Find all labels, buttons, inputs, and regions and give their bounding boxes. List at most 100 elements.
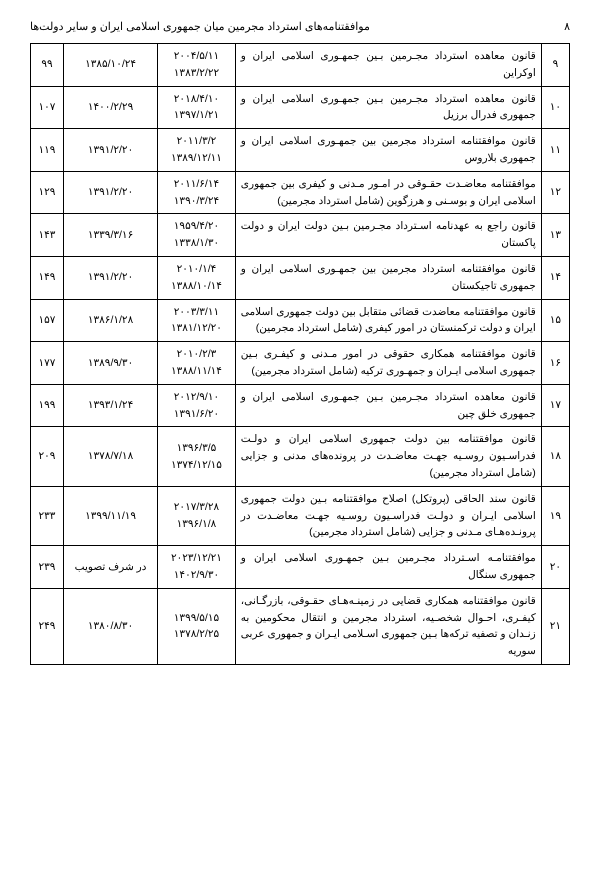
- table-row: ۲۰موافقتنامـه اسـترداد مجـرمین بـین جمهـ…: [31, 546, 570, 589]
- row-page: ۲۳۳: [31, 486, 64, 545]
- date-persian: ۱۳۹۶/۱/۸: [163, 516, 230, 533]
- row-page: ۱۹۹: [31, 384, 64, 427]
- row-date-2: ۱۳۸۶/۱/۲۸: [63, 299, 157, 342]
- row-description: قانون سند الحاقی (پروتکل) اصلاح موافقتنا…: [235, 486, 541, 545]
- row-date-2: ۱۳۹۱/۲/۲۰: [63, 171, 157, 214]
- row-index: ۲۰: [541, 546, 569, 589]
- date-persian: ۱۳۷۴/۱۲/۱۵: [163, 457, 230, 474]
- row-description: موافقتنامه معاضـدت حقـوقی در امـور مـدنی…: [235, 171, 541, 214]
- row-page: ۱۰۷: [31, 86, 64, 129]
- table-row: ۱۴قانون موافقتنامه استرداد مجرمین بین جم…: [31, 256, 570, 299]
- row-dates-1: ۲۰۰۳/۳/۱۱۱۳۸۱/۱۲/۲۰: [158, 299, 236, 342]
- row-index: ۱۸: [541, 427, 569, 486]
- row-index: ۱۳: [541, 214, 569, 257]
- row-description: قانون راجع به عهدنامه اسـترداد مجـرمین ب…: [235, 214, 541, 257]
- date-persian: ۱۳۸۹/۱۲/۱۱: [163, 150, 230, 167]
- table-row: ۱۵قانون موافقتنامه معاضدت قضائی متقابل ب…: [31, 299, 570, 342]
- table-row: ۱۹قانون سند الحاقی (پروتکل) اصلاح موافقت…: [31, 486, 570, 545]
- row-date-2: ۱۳۸۹/۹/۳۰: [63, 342, 157, 385]
- row-index: ۱۱: [541, 129, 569, 172]
- row-dates-1: ۲۰۱۱/۳/۲۱۳۸۹/۱۲/۱۱: [158, 129, 236, 172]
- row-index: ۱۵: [541, 299, 569, 342]
- row-date-2: ۱۳۷۸/۷/۱۸: [63, 427, 157, 486]
- row-description: قانون معاهده استرداد مجـرمین بـین جمهـور…: [235, 86, 541, 129]
- page-header: ۸ موافقتنامه‌های استرداد مجرمین میان جمه…: [30, 20, 570, 33]
- row-index: ۱۷: [541, 384, 569, 427]
- table-row: ۹قانون معاهده استرداد مجـرمین بـین جمهـو…: [31, 44, 570, 87]
- date-gregorian: ۲۰۱۲/۹/۱۰: [163, 389, 230, 406]
- row-date-2: ۱۳۸۵/۱۰/۲۴: [63, 44, 157, 87]
- date-persian: ۱۳۹۱/۶/۲۰: [163, 406, 230, 423]
- date-gregorian: ۲۰۱۰/۱/۴: [163, 261, 230, 278]
- row-dates-1: ۲۰۱۸/۴/۱۰۱۳۹۷/۱/۲۱: [158, 86, 236, 129]
- row-date-2: در شرف تصویب: [63, 546, 157, 589]
- date-gregorian: ۲۰۱۰/۲/۳: [163, 346, 230, 363]
- row-page: ۱۴۳: [31, 214, 64, 257]
- table-row: ۱۱قانون موافقتنامه استرداد مجرمین بین جم…: [31, 129, 570, 172]
- row-page: ۱۱۹: [31, 129, 64, 172]
- row-page: ۹۹: [31, 44, 64, 87]
- row-description: قانون معاهده استرداد مجـرمین بـین جمهـور…: [235, 44, 541, 87]
- row-date-2: ۱۳۸۰/۸/۳۰: [63, 588, 157, 664]
- row-dates-1: ۱۳۹۶/۳/۵۱۳۷۴/۱۲/۱۵: [158, 427, 236, 486]
- table-row: ۱۸قانون موافقتنامه بین دولت جمهوری اسلام…: [31, 427, 570, 486]
- row-dates-1: ۲۰۱۲/۹/۱۰۱۳۹۱/۶/۲۰: [158, 384, 236, 427]
- row-date-2: ۱۳۳۹/۳/۱۶: [63, 214, 157, 257]
- row-dates-1: ۱۳۹۹/۵/۱۵۱۳۷۸/۲/۲۵: [158, 588, 236, 664]
- row-dates-1: ۲۰۰۴/۵/۱۱۱۳۸۳/۲/۲۲: [158, 44, 236, 87]
- row-index: ۲۱: [541, 588, 569, 664]
- table-row: ۲۱قانون موافقتنامه همکاری قضایی در زمینـ…: [31, 588, 570, 664]
- date-gregorian: ۲۰۰۴/۵/۱۱: [163, 48, 230, 65]
- date-persian: ۱۳۹۷/۱/۲۱: [163, 107, 230, 124]
- row-index: ۹: [541, 44, 569, 87]
- row-page: ۲۴۹: [31, 588, 64, 664]
- table-row: ۱۷قانون معاهده استرداد مجـرمین بـین جمهـ…: [31, 384, 570, 427]
- row-description: قانون موافقتنامه بین دولت جمهوری اسلامی …: [235, 427, 541, 486]
- date-gregorian: ۲۰۲۳/۱۲/۲۱: [163, 550, 230, 567]
- date-persian: ۱۳۸۸/۱۱/۱۴: [163, 363, 230, 380]
- row-index: ۱۹: [541, 486, 569, 545]
- row-description: قانون موافقتنامه استرداد مجرمین بین جمهـ…: [235, 256, 541, 299]
- row-date-2: ۱۳۹۱/۲/۲۰: [63, 129, 157, 172]
- row-index: ۱۶: [541, 342, 569, 385]
- row-description: قانون موافقتنامه معاضدت قضائی متقابل بین…: [235, 299, 541, 342]
- date-gregorian: ۱۳۹۹/۵/۱۵: [163, 610, 230, 627]
- row-page: ۱۲۹: [31, 171, 64, 214]
- row-date-2: ۱۴۰۰/۲/۲۹: [63, 86, 157, 129]
- row-page: ۱۵۷: [31, 299, 64, 342]
- row-date-2: ۱۳۹۹/۱۱/۱۹: [63, 486, 157, 545]
- table-row: ۱۲موافقتنامه معاضـدت حقـوقی در امـور مـد…: [31, 171, 570, 214]
- agreements-table: ۹قانون معاهده استرداد مجـرمین بـین جمهـو…: [30, 43, 570, 665]
- date-persian: ۱۳۸۳/۲/۲۲: [163, 65, 230, 82]
- row-index: ۱۰: [541, 86, 569, 129]
- date-gregorian: ۱۳۹۶/۳/۵: [163, 440, 230, 457]
- table-row: ۱۶قانون موافقتنامه همکاری حقوقی در امور …: [31, 342, 570, 385]
- date-gregorian: ۲۰۱۱/۶/۱۴: [163, 176, 230, 193]
- row-description: قانون موافقتنامه استرداد مجرمین بین جمهـ…: [235, 129, 541, 172]
- row-index: ۱۴: [541, 256, 569, 299]
- row-page: ۱۷۷: [31, 342, 64, 385]
- date-persian: ۱۳۸۱/۱۲/۲۰: [163, 320, 230, 337]
- row-dates-1: ۲۰۱۷/۳/۲۸۱۳۹۶/۱/۸: [158, 486, 236, 545]
- page-title: موافقتنامه‌های استرداد مجرمین میان جمهور…: [30, 20, 370, 33]
- page-number: ۸: [564, 20, 570, 33]
- row-page: ۲۳۹: [31, 546, 64, 589]
- date-gregorian: ۲۰۱۸/۴/۱۰: [163, 91, 230, 108]
- date-persian: ۱۳۸۸/۱۰/۱۴: [163, 278, 230, 295]
- date-persian: ۱۳۹۰/۳/۲۴: [163, 193, 230, 210]
- row-description: موافقتنامـه اسـترداد مجـرمین بـین جمهـور…: [235, 546, 541, 589]
- row-dates-1: ۲۰۱۰/۲/۳۱۳۸۸/۱۱/۱۴: [158, 342, 236, 385]
- date-gregorian: ۲۰۱۷/۳/۲۸: [163, 499, 230, 516]
- date-persian: ۱۳۳۸/۱/۳۰: [163, 235, 230, 252]
- row-description: قانون معاهده استرداد مجـرمین بـین جمهـور…: [235, 384, 541, 427]
- row-dates-1: ۲۰۱۱/۶/۱۴۱۳۹۰/۳/۲۴: [158, 171, 236, 214]
- row-description: قانون موافقتنامه همکاری قضایی در زمینـه‌…: [235, 588, 541, 664]
- row-date-2: ۱۳۹۳/۱/۲۴: [63, 384, 157, 427]
- row-date-2: ۱۳۹۱/۲/۲۰: [63, 256, 157, 299]
- date-persian: ۱۴۰۲/۹/۳۰: [163, 567, 230, 584]
- row-dates-1: ۱۹۵۹/۴/۲۰۱۳۳۸/۱/۳۰: [158, 214, 236, 257]
- date-gregorian: ۱۹۵۹/۴/۲۰: [163, 218, 230, 235]
- row-dates-1: ۲۰۱۰/۱/۴۱۳۸۸/۱۰/۱۴: [158, 256, 236, 299]
- date-gregorian: ۲۰۱۱/۳/۲: [163, 133, 230, 150]
- row-page: ۱۴۹: [31, 256, 64, 299]
